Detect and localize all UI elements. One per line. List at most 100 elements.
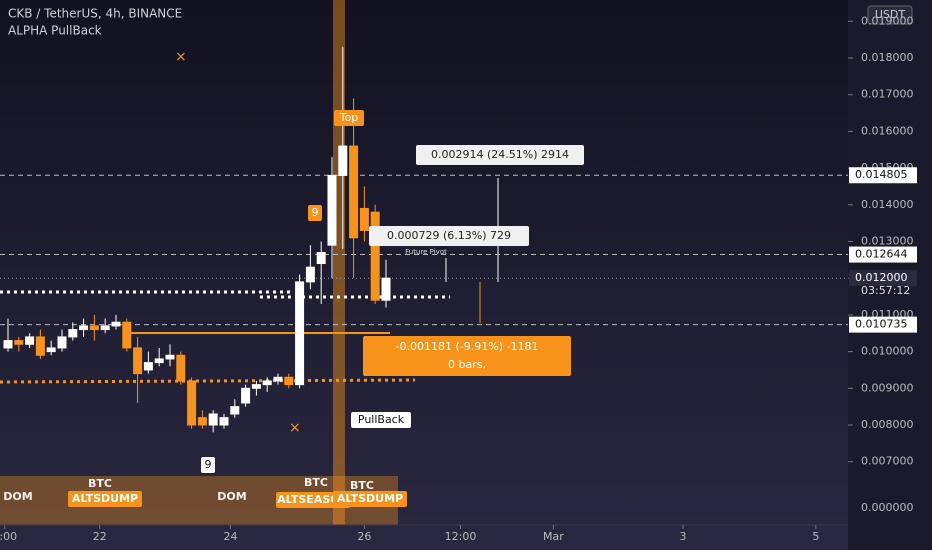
price-marker-label: 0.012644 <box>855 248 908 261</box>
indicator-label: ALTSDUMP <box>72 492 138 505</box>
candle-body <box>133 347 143 375</box>
candle-body <box>154 358 164 364</box>
annotation: Future Pivot <box>405 248 447 256</box>
indicator-label: BTC <box>88 477 112 490</box>
x-tick-label: Mar <box>543 530 564 543</box>
annotation: 9 <box>205 458 212 471</box>
candle-body <box>251 384 261 389</box>
subtitle: ALPHA PullBack <box>8 24 102 38</box>
indicator-label: BTC <box>350 479 374 492</box>
y-tick-label: 0.013000 <box>861 234 914 247</box>
price-marker-label: 0.010735 <box>855 318 908 331</box>
indicator-box <box>68 491 142 507</box>
indicator-box <box>276 492 350 508</box>
y-tick-label: 0.016000 <box>861 124 914 137</box>
currency[interactable]: USDT <box>875 8 906 21</box>
price-marker <box>849 316 917 333</box>
x-tick-label: 12:00 <box>445 530 477 543</box>
candle-body <box>316 252 326 265</box>
candle-body <box>208 413 218 426</box>
y-tick-label: 0.019000 <box>861 14 914 27</box>
candle-body <box>14 340 24 345</box>
candle-body <box>241 387 251 404</box>
measure-box <box>369 226 529 246</box>
annotation-box <box>351 412 411 428</box>
candle-body <box>359 207 369 231</box>
indicator-label: ALTSEASON <box>277 493 349 506</box>
highlight-column <box>333 0 345 525</box>
indicator-label: ALTSDUMP <box>337 492 403 505</box>
title: CKB / TetherUS, 4h, BINANCE <box>8 7 182 21</box>
candle-body <box>57 336 67 349</box>
x-tick-label: 5 <box>812 530 819 543</box>
candle-body <box>143 362 153 371</box>
candle-body <box>165 354 175 360</box>
y-tick-label: 0.018000 <box>861 51 914 64</box>
y-tick-label: 0.007000 <box>861 455 914 468</box>
price-marker <box>849 246 917 263</box>
measure-label: 0.000729 (6.13%) 729 <box>387 229 511 242</box>
candle-body <box>262 380 272 386</box>
candle-body <box>176 354 186 382</box>
price-marker <box>849 270 917 287</box>
candle-body <box>349 145 359 239</box>
candle-body <box>68 329 78 338</box>
x-tick-label: 26 <box>357 530 371 543</box>
annotation-box <box>308 205 322 221</box>
y-tick-label: 0.017000 <box>861 88 914 101</box>
indicator-label: BTC <box>304 476 328 489</box>
candle-body <box>338 145 348 176</box>
price-marker-label: 0.014805 <box>855 168 908 181</box>
measure-box <box>416 145 584 165</box>
x-tick-label: 24 <box>223 530 237 543</box>
measure-box <box>363 336 571 376</box>
annotation: Top <box>339 111 359 124</box>
x-tick-label: 3 <box>679 530 686 543</box>
y-tick-label: 0.014000 <box>861 198 914 211</box>
candle-body <box>89 325 99 331</box>
candle-body <box>100 325 110 331</box>
currency-box[interactable] <box>867 5 913 25</box>
candle-body <box>295 281 305 386</box>
annotation-box <box>334 110 364 126</box>
y-tick-label: 0.009000 <box>861 381 914 394</box>
indicator-label: DOM <box>3 490 32 503</box>
annotation-box <box>201 457 215 473</box>
price-marker <box>849 167 917 184</box>
candle-body <box>273 376 283 382</box>
annotation: PullBack <box>358 413 405 426</box>
candle-body <box>219 417 229 426</box>
y-tick-label: 0.008000 <box>861 418 914 431</box>
candle-body <box>122 321 132 349</box>
candle-body <box>284 376 294 386</box>
candle-body <box>230 406 240 415</box>
indicator-axis-label: 0.000000 <box>861 501 914 514</box>
candle-body <box>46 347 56 353</box>
candle-body <box>3 340 13 349</box>
candle-body <box>381 277 391 301</box>
x-tick-label: 2:00 <box>0 530 17 543</box>
candle-body <box>370 211 380 301</box>
candle-body <box>327 174 337 246</box>
candle-body <box>197 417 207 426</box>
measure-label: 0 bars, <box>448 358 486 371</box>
indicator-box <box>333 491 407 507</box>
candle-body <box>187 380 197 426</box>
y-tick-label: 0.010000 <box>861 345 914 358</box>
measure-label: -0.001181 (-9.91%) -1181 <box>396 340 539 353</box>
candle-body <box>79 325 89 331</box>
price-marker-label: 0.012000 <box>855 271 908 284</box>
candle-body <box>111 321 121 327</box>
x-tick-label: 22 <box>93 530 107 543</box>
cross-marker: × <box>175 49 187 65</box>
cross-marker: × <box>289 420 301 436</box>
countdown: 03:57:12 <box>861 284 910 297</box>
support-dots <box>0 378 416 384</box>
measure-label: 0.002914 (24.51%) 2914 <box>431 148 569 161</box>
indicator-label: DOM <box>217 490 246 503</box>
candle-body <box>305 266 315 283</box>
candle-body <box>35 336 45 356</box>
candle-body <box>25 336 35 345</box>
